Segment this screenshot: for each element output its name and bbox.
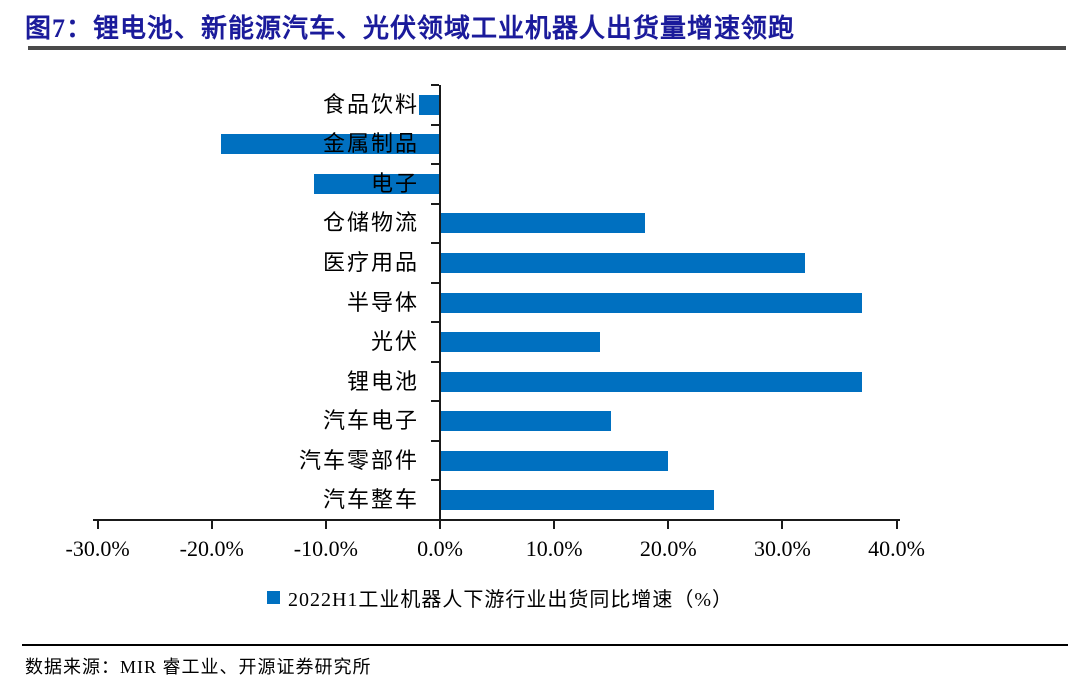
figure-title: 图7：锂电池、新能源汽车、光伏领域工业机器人出货量增速领跑: [25, 14, 796, 43]
category-label: 金属制品: [322, 131, 419, 157]
x-axis-tick: [96, 519, 99, 529]
bar-汽车零部件: [440, 450, 669, 471]
title-divider: [28, 46, 1066, 50]
bar-金属制品: [220, 134, 440, 155]
category-label: 食品饮料: [322, 91, 419, 117]
category-label: 半导体: [346, 289, 419, 315]
category-label: 仓储物流: [322, 210, 419, 236]
x-tick-label: -20.0%: [179, 536, 244, 561]
category-label: 医疗用品: [322, 249, 419, 275]
chart-legend: 2022H1工业机器人下游行业出货同比增速（%）: [100, 583, 900, 611]
y-axis-tick: [431, 479, 439, 482]
x-axis-tick: [553, 519, 556, 529]
category-label: 汽车电子: [322, 408, 419, 434]
bar-汽车电子: [440, 411, 612, 432]
y-axis-tick: [431, 202, 439, 205]
x-axis-tick: [781, 519, 784, 529]
category-label: 锂电池: [346, 368, 419, 394]
y-axis-tick: [431, 281, 439, 284]
y-axis-tick: [431, 123, 439, 126]
y-axis-tick: [431, 360, 439, 363]
bar-锂电池: [440, 371, 863, 392]
y-axis-tick: [431, 163, 439, 166]
bar-汽车整车: [440, 490, 714, 511]
x-tick-label: -30.0%: [65, 536, 130, 561]
legend-marker-icon: [266, 590, 280, 604]
x-axis-tick: [324, 519, 327, 529]
y-axis-tick: [431, 439, 439, 442]
footer-divider: [22, 644, 1068, 646]
x-axis-tick: [895, 519, 898, 529]
x-tick-label: 40.0%: [868, 536, 925, 561]
x-axis-tick: [667, 519, 670, 529]
category-label: 光伏: [370, 329, 419, 355]
bar-半导体: [440, 292, 863, 313]
x-tick-label: -10.0%: [293, 536, 358, 561]
y-axis-tick: [431, 321, 439, 324]
y-axis-tick: [431, 242, 439, 245]
y-axis-tick: [431, 84, 439, 86]
x-axis-line: [92, 519, 900, 521]
x-tick-label: 10.0%: [525, 536, 583, 561]
x-tick-label: 30.0%: [753, 536, 811, 561]
x-axis-tick: [210, 519, 213, 529]
x-tick-label: 0.0%: [417, 536, 463, 561]
data-source-text: 数据来源：MIR 睿工业、开源证券研究所: [25, 657, 372, 677]
bar-医疗用品: [440, 252, 806, 273]
bar-电子: [314, 173, 440, 194]
category-label: 电子: [370, 170, 419, 196]
bar-仓储物流: [440, 213, 646, 234]
bar-光伏: [440, 332, 600, 353]
x-axis-tick: [439, 519, 441, 529]
bar-食品饮料: [419, 94, 440, 115]
y-axis-tick: [431, 400, 439, 403]
x-tick-label: 20.0%: [639, 536, 697, 561]
category-label: 汽车整车: [322, 487, 419, 513]
category-label: 汽车零部件: [298, 447, 419, 473]
legend-series-label: 2022H1工业机器人下游行业出货同比增速（%）: [287, 588, 734, 611]
y-axis-line: [439, 85, 441, 521]
